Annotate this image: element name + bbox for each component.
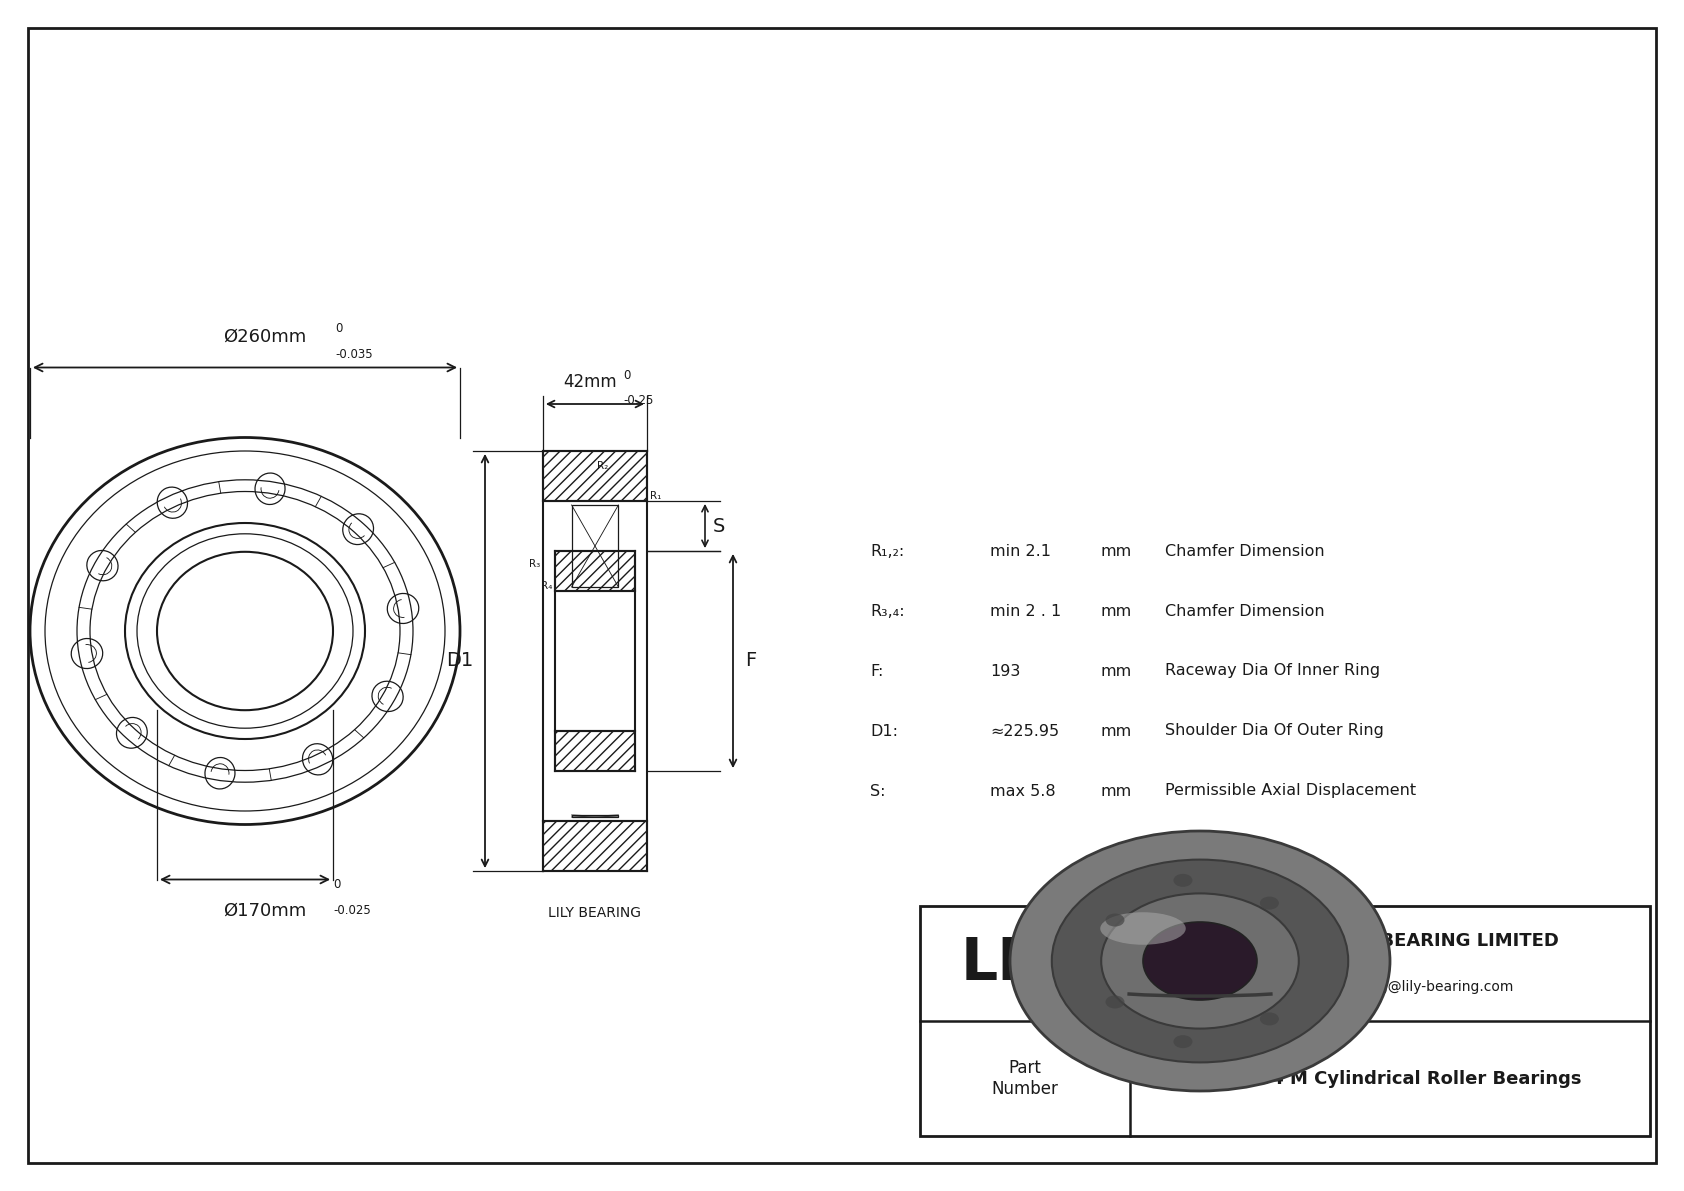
Text: D1:: D1: [871,723,898,738]
Text: 0: 0 [623,369,630,382]
Text: mm: mm [1100,543,1132,559]
Text: Chamfer Dimension: Chamfer Dimension [1165,604,1325,618]
Polygon shape [542,821,647,871]
Polygon shape [556,551,635,591]
Text: Chamfer Dimension: Chamfer Dimension [1165,543,1325,559]
Text: LILY BEARING: LILY BEARING [549,906,642,919]
Ellipse shape [1101,893,1298,1029]
Ellipse shape [1052,860,1349,1062]
Text: Ø260mm: Ø260mm [224,328,306,345]
Text: min 2 . 1: min 2 . 1 [990,604,1061,618]
Text: min 2.1: min 2.1 [990,543,1051,559]
Text: -0.25: -0.25 [623,394,653,407]
Ellipse shape [1174,874,1192,887]
Text: S:: S: [871,784,886,798]
Text: 42mm: 42mm [562,373,616,391]
Text: F:: F: [871,663,884,679]
Text: R₂: R₂ [598,461,608,470]
Ellipse shape [1260,1012,1278,1025]
Text: mm: mm [1100,663,1132,679]
Text: R₃,₄:: R₃,₄: [871,604,904,618]
Text: 0: 0 [333,879,340,892]
Text: max 5.8: max 5.8 [990,784,1056,798]
Bar [571,505,618,587]
Text: mm: mm [1100,723,1132,738]
Text: Permissible Axial Displacement: Permissible Axial Displacement [1165,784,1416,798]
Text: mm: mm [1100,784,1132,798]
Ellipse shape [1143,922,1256,1000]
Text: F: F [744,651,756,671]
Ellipse shape [1105,996,1125,1009]
Ellipse shape [1105,913,1125,927]
Ellipse shape [1010,831,1389,1091]
Text: R₃: R₃ [529,559,541,569]
Text: NU 1034 M Cylindrical Roller Bearings: NU 1034 M Cylindrical Roller Bearings [1199,1070,1581,1087]
Text: ®: ® [1084,931,1103,949]
Text: 0: 0 [335,323,342,336]
Text: LILY: LILY [960,935,1090,992]
Text: S: S [712,517,726,536]
Text: R₄: R₄ [541,581,552,591]
Text: Raceway Dia Of Inner Ring: Raceway Dia Of Inner Ring [1165,663,1381,679]
Ellipse shape [1260,897,1278,910]
Text: R₁,₂:: R₁,₂: [871,543,904,559]
Text: Shoulder Dia Of Outer Ring: Shoulder Dia Of Outer Ring [1165,723,1384,738]
Polygon shape [542,451,647,501]
Text: Part
Number: Part Number [992,1059,1059,1098]
Ellipse shape [1100,912,1186,944]
Text: -0.025: -0.025 [333,904,370,917]
Bar [919,906,1650,1136]
Text: Ø170mm: Ø170mm [224,902,306,919]
Bar [571,815,618,817]
Text: R₁: R₁ [650,491,662,501]
Ellipse shape [1174,1035,1192,1048]
Text: D1: D1 [446,651,473,671]
Text: -0.035: -0.035 [335,348,372,361]
Polygon shape [556,731,635,771]
Text: ≈225.95: ≈225.95 [990,723,1059,738]
Text: SHANGHAI LILY BEARING LIMITED: SHANGHAI LILY BEARING LIMITED [1221,931,1559,949]
Text: 193: 193 [990,663,1021,679]
Text: mm: mm [1100,604,1132,618]
Text: Email: lilybearing@lily-bearing.com: Email: lilybearing@lily-bearing.com [1266,979,1514,993]
